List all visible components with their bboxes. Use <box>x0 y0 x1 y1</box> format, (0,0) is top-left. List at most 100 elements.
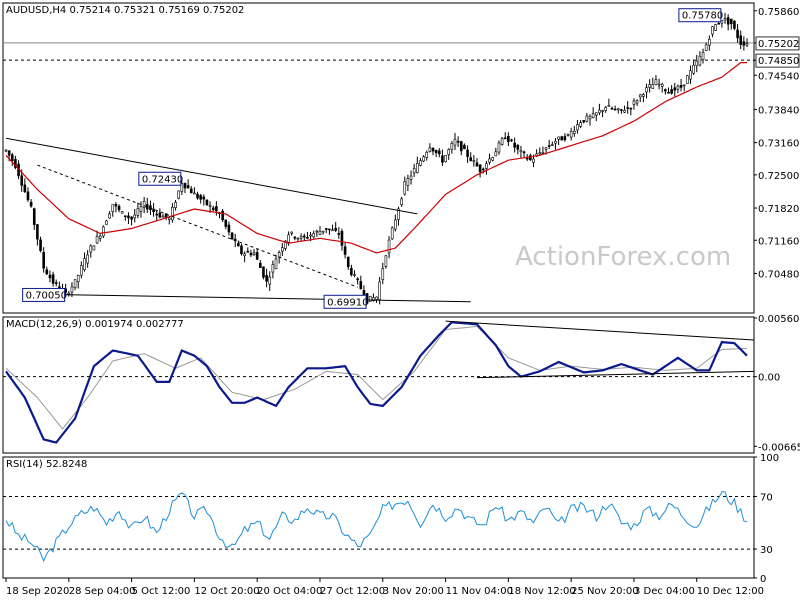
candle-body <box>302 235 306 238</box>
price-y-tick-label: 0.71160 <box>758 236 799 247</box>
candle-body <box>20 175 23 186</box>
candle-body <box>155 213 159 216</box>
candle-body <box>588 115 592 120</box>
price-y-tick-label: 0.74850 <box>758 56 799 67</box>
candle-body <box>356 278 359 281</box>
macd-trendline-0 <box>445 320 755 341</box>
candle-body <box>623 110 626 113</box>
candle-body <box>745 43 749 46</box>
candle-body <box>510 139 513 142</box>
candle-body <box>491 157 494 161</box>
candle-body <box>92 245 96 251</box>
candle-body <box>469 157 472 161</box>
candle-body <box>412 168 416 174</box>
candle-body <box>117 205 121 211</box>
candle-body <box>133 214 137 219</box>
candle-body <box>54 282 58 284</box>
candle-body <box>378 281 381 300</box>
candle-body <box>695 60 699 66</box>
candle-body <box>221 210 224 221</box>
candle-body <box>331 229 334 232</box>
candle-body <box>215 206 218 212</box>
candle-body <box>525 157 529 160</box>
candle-body <box>42 252 45 269</box>
candle-body <box>485 163 488 169</box>
candle-body <box>51 274 55 284</box>
candle-body <box>450 143 454 150</box>
candle-body <box>529 155 532 161</box>
candle-body <box>340 230 344 246</box>
candle-body <box>262 266 265 278</box>
candle-body <box>591 113 595 118</box>
candle-body <box>177 190 180 199</box>
candle-body <box>142 200 146 208</box>
candle-body <box>582 120 586 123</box>
candle-body <box>626 107 629 109</box>
candle-body <box>124 215 127 218</box>
price-y-tick-label: 0.73160 <box>758 139 799 150</box>
candle-body <box>183 182 187 189</box>
candle-body <box>350 268 353 276</box>
price-y-tick-label: 0.75860 <box>758 7 799 18</box>
candle-body <box>299 236 303 239</box>
candle-body <box>174 202 177 208</box>
candle-body <box>613 108 617 111</box>
candle-body <box>601 110 604 112</box>
candle-body <box>277 252 281 258</box>
candle-body <box>431 147 435 152</box>
candle-body <box>673 87 677 91</box>
candle-body <box>500 138 504 145</box>
candle-body <box>309 234 312 237</box>
candle-body <box>400 198 403 206</box>
x-tick-label: 20 Oct 04:00 <box>257 586 322 597</box>
candle-body <box>654 79 658 86</box>
candle-body <box>576 124 579 131</box>
candle-body <box>689 70 692 80</box>
candle-body <box>39 239 42 252</box>
candle-body <box>522 151 526 154</box>
macd-panel-frame <box>2 316 755 454</box>
candle-body <box>632 100 636 105</box>
candle-body <box>312 233 316 238</box>
candle-body <box>249 252 253 256</box>
candle-body <box>406 178 410 186</box>
candle-body <box>7 150 11 156</box>
candle-body <box>466 149 469 157</box>
candle-body <box>453 138 457 146</box>
macd-title: MACD(12,26,9) 0.001974 0.002777 <box>6 319 184 330</box>
candle-body <box>73 279 77 288</box>
candle-body <box>328 228 331 231</box>
candle-body <box>136 208 140 216</box>
price-y-tick-label: 0.70480 <box>758 269 799 280</box>
candle-body <box>139 206 143 212</box>
candle-body <box>246 250 250 253</box>
candle-body <box>4 149 8 152</box>
candle-body <box>679 85 683 88</box>
candle-body <box>419 160 422 166</box>
candle-body <box>701 52 705 61</box>
candle-body <box>321 230 325 233</box>
candle-body <box>711 26 714 35</box>
candle-body <box>472 160 476 162</box>
candle-body <box>704 44 708 51</box>
candle-body <box>127 215 130 219</box>
candle-body <box>598 109 601 114</box>
candle-body <box>237 243 240 247</box>
candle-body <box>563 136 567 141</box>
candle-body <box>594 112 598 116</box>
price-trendline-2 <box>53 293 471 303</box>
candle-body <box>664 89 667 92</box>
candle-body <box>551 144 554 146</box>
candle-body <box>573 130 576 134</box>
candle-body <box>274 258 278 270</box>
candle-body <box>161 215 165 218</box>
candle-body <box>14 158 17 168</box>
candle-body <box>507 135 510 143</box>
candle-body <box>566 133 570 136</box>
candle-body <box>224 219 228 227</box>
candle-body <box>447 149 451 155</box>
candle-body <box>610 107 614 110</box>
candle-body <box>569 131 573 138</box>
candle-body <box>409 175 413 180</box>
candle-body <box>742 41 746 46</box>
